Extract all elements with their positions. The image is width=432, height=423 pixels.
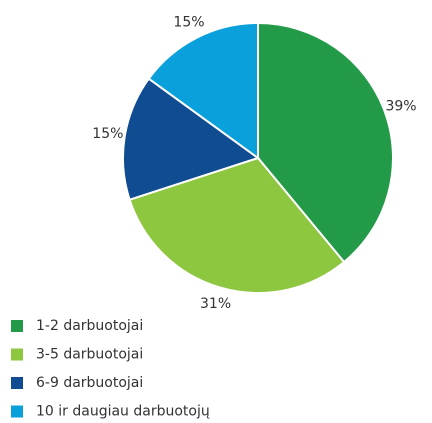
pie-slice — [147, 21, 259, 160]
legend-swatch — [11, 405, 23, 418]
slice-label: 31% — [200, 296, 231, 312]
legend-label: 3-5 darbuotojai — [36, 347, 143, 363]
slice-label: 15% — [92, 126, 123, 142]
slice-label: 39% — [385, 99, 416, 115]
pie-slice — [122, 77, 261, 201]
legend-label: 10 ir daugiau darbuotojų — [36, 404, 210, 420]
pie-slice — [128, 156, 346, 294]
pie-slice — [257, 21, 394, 264]
legend-label: 6-9 darbuotojai — [36, 375, 143, 391]
slice-label: 15% — [173, 15, 204, 31]
legend-swatch — [11, 377, 23, 389]
legend-swatch — [11, 348, 23, 361]
legend-label: 1-2 darbuotojai — [36, 318, 143, 334]
legend-swatch — [11, 320, 23, 332]
